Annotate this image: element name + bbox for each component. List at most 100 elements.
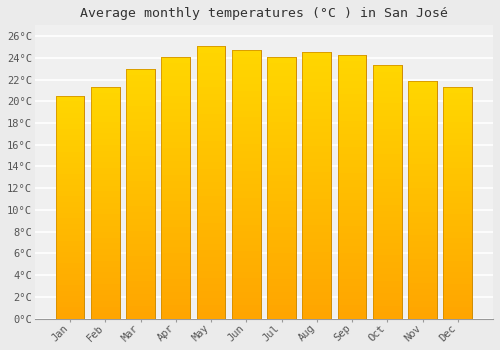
Bar bbox=[232, 111, 260, 117]
Bar bbox=[126, 306, 155, 312]
Bar bbox=[338, 292, 366, 299]
Bar bbox=[408, 146, 437, 152]
Bar bbox=[338, 213, 366, 219]
Bar bbox=[126, 69, 155, 318]
Bar bbox=[373, 110, 402, 116]
Bar bbox=[267, 103, 296, 109]
Bar bbox=[232, 198, 260, 204]
Bar bbox=[126, 119, 155, 125]
Bar bbox=[232, 191, 260, 198]
Bar bbox=[338, 266, 366, 272]
Bar bbox=[196, 134, 226, 141]
Bar bbox=[56, 107, 84, 113]
Bar bbox=[444, 174, 472, 180]
Bar bbox=[196, 278, 226, 285]
Bar bbox=[56, 307, 84, 313]
Bar bbox=[56, 96, 84, 318]
Bar bbox=[408, 241, 437, 247]
Bar bbox=[162, 207, 190, 214]
Bar bbox=[338, 134, 366, 140]
Bar bbox=[373, 236, 402, 243]
Bar bbox=[91, 232, 120, 238]
Bar bbox=[373, 287, 402, 293]
Bar bbox=[56, 240, 84, 246]
Bar bbox=[91, 133, 120, 139]
Bar bbox=[196, 285, 226, 291]
Bar bbox=[126, 69, 155, 318]
Bar bbox=[196, 237, 226, 244]
Bar bbox=[56, 207, 84, 213]
Bar bbox=[162, 181, 190, 188]
Bar bbox=[408, 265, 437, 271]
Bar bbox=[373, 243, 402, 249]
Bar bbox=[91, 110, 120, 116]
Bar bbox=[91, 99, 120, 105]
Bar bbox=[126, 94, 155, 100]
Bar bbox=[232, 151, 260, 158]
Bar bbox=[373, 312, 402, 318]
Bar bbox=[338, 239, 366, 246]
Bar bbox=[302, 205, 331, 212]
Bar bbox=[232, 258, 260, 265]
Bar bbox=[408, 223, 437, 229]
Bar bbox=[162, 286, 190, 292]
Bar bbox=[373, 160, 402, 167]
Bar bbox=[302, 59, 331, 66]
Bar bbox=[162, 292, 190, 299]
Bar bbox=[444, 180, 472, 186]
Bar bbox=[56, 235, 84, 240]
Bar bbox=[444, 116, 472, 122]
Bar bbox=[162, 135, 190, 142]
Bar bbox=[232, 204, 260, 211]
Bar bbox=[267, 214, 296, 220]
Bar bbox=[196, 73, 226, 80]
Bar bbox=[126, 275, 155, 281]
Bar bbox=[126, 212, 155, 219]
Bar bbox=[91, 93, 120, 99]
Bar bbox=[162, 233, 190, 240]
Bar bbox=[56, 157, 84, 163]
Bar bbox=[444, 87, 472, 318]
Bar bbox=[302, 66, 331, 72]
Bar bbox=[373, 129, 402, 135]
Bar bbox=[267, 312, 296, 318]
Bar bbox=[126, 88, 155, 94]
Bar bbox=[338, 94, 366, 101]
Bar bbox=[232, 184, 260, 191]
Bar bbox=[56, 185, 84, 190]
Bar bbox=[267, 122, 296, 129]
Bar bbox=[267, 260, 296, 266]
Bar bbox=[91, 151, 120, 156]
Bar bbox=[338, 147, 366, 154]
Bar bbox=[338, 272, 366, 279]
Bar bbox=[196, 169, 226, 175]
Bar bbox=[232, 278, 260, 285]
Bar bbox=[338, 246, 366, 253]
Bar bbox=[408, 170, 437, 176]
Bar bbox=[267, 194, 296, 201]
Bar bbox=[302, 79, 331, 86]
Bar bbox=[267, 76, 296, 83]
Bar bbox=[91, 197, 120, 203]
Bar bbox=[267, 83, 296, 90]
Bar bbox=[196, 182, 226, 189]
Bar bbox=[162, 266, 190, 273]
Bar bbox=[408, 235, 437, 241]
Bar bbox=[373, 154, 402, 160]
Bar bbox=[267, 286, 296, 292]
Bar bbox=[338, 219, 366, 226]
Bar bbox=[126, 156, 155, 162]
Bar bbox=[444, 139, 472, 145]
Bar bbox=[338, 206, 366, 213]
Bar bbox=[91, 313, 120, 319]
Bar bbox=[196, 107, 226, 114]
Bar bbox=[91, 203, 120, 209]
Bar bbox=[232, 292, 260, 299]
Bar bbox=[373, 104, 402, 110]
Bar bbox=[91, 301, 120, 307]
Bar bbox=[232, 144, 260, 151]
Bar bbox=[302, 232, 331, 239]
Bar bbox=[91, 87, 120, 318]
Bar bbox=[302, 225, 331, 232]
Bar bbox=[444, 232, 472, 238]
